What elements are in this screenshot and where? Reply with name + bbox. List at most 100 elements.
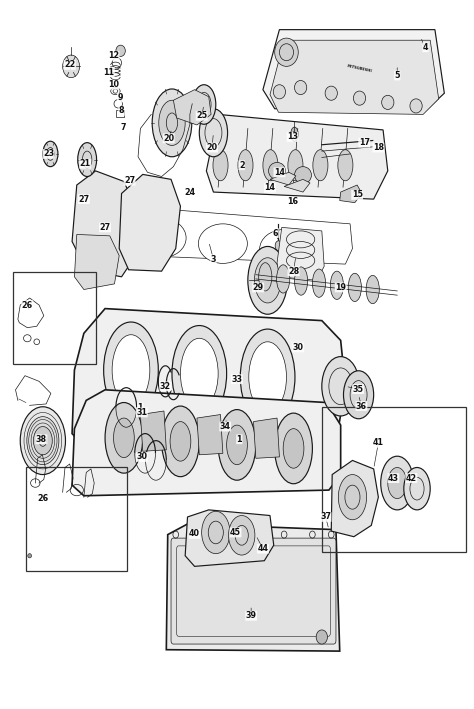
Text: 21: 21 — [80, 160, 91, 168]
Text: 39: 39 — [246, 611, 256, 620]
Text: 20: 20 — [207, 143, 218, 152]
Text: 33: 33 — [231, 375, 243, 384]
Text: 26: 26 — [22, 301, 33, 310]
Polygon shape — [331, 460, 378, 537]
Text: 44: 44 — [257, 545, 268, 553]
Text: 18: 18 — [373, 143, 384, 152]
Ellipse shape — [114, 418, 134, 457]
Polygon shape — [340, 185, 362, 203]
Text: 8: 8 — [119, 106, 124, 116]
Ellipse shape — [137, 218, 186, 258]
Ellipse shape — [249, 342, 286, 413]
Ellipse shape — [354, 91, 365, 105]
Ellipse shape — [316, 630, 328, 644]
Text: 22: 22 — [64, 60, 75, 69]
Polygon shape — [72, 390, 341, 496]
Ellipse shape — [338, 150, 353, 181]
Ellipse shape — [338, 474, 366, 520]
Text: 35: 35 — [353, 384, 364, 393]
Ellipse shape — [294, 81, 307, 94]
Text: 10: 10 — [108, 80, 119, 89]
Ellipse shape — [152, 89, 192, 157]
Ellipse shape — [325, 86, 337, 100]
Text: 20: 20 — [163, 134, 174, 143]
Ellipse shape — [248, 247, 287, 314]
Ellipse shape — [170, 422, 191, 461]
Text: 43: 43 — [388, 474, 399, 483]
Text: 27: 27 — [100, 223, 110, 232]
Text: 24: 24 — [184, 188, 195, 196]
Polygon shape — [270, 172, 296, 185]
Text: 30: 30 — [293, 343, 304, 352]
Ellipse shape — [192, 84, 216, 124]
Ellipse shape — [28, 554, 32, 558]
Text: 4: 4 — [423, 43, 428, 52]
Ellipse shape — [116, 45, 125, 57]
Ellipse shape — [275, 413, 312, 484]
Ellipse shape — [288, 150, 303, 181]
Ellipse shape — [63, 55, 80, 78]
Ellipse shape — [366, 275, 379, 303]
Ellipse shape — [218, 410, 256, 480]
Polygon shape — [206, 114, 388, 199]
Ellipse shape — [381, 456, 414, 510]
Text: 31: 31 — [137, 408, 147, 417]
Ellipse shape — [227, 425, 247, 464]
Ellipse shape — [20, 407, 65, 474]
Text: 5: 5 — [394, 71, 400, 80]
Bar — [322, 408, 465, 552]
Ellipse shape — [277, 264, 290, 293]
Text: 2: 2 — [239, 161, 245, 169]
Ellipse shape — [240, 329, 295, 425]
Text: 36: 36 — [356, 401, 367, 411]
Text: 16: 16 — [287, 197, 298, 206]
Ellipse shape — [198, 224, 247, 264]
Text: 28: 28 — [288, 267, 299, 276]
Polygon shape — [119, 174, 181, 271]
Text: 12: 12 — [108, 51, 119, 60]
Ellipse shape — [201, 511, 230, 554]
Text: MITSUBISHI: MITSUBISHI — [346, 64, 373, 73]
Ellipse shape — [294, 267, 308, 295]
Text: 27: 27 — [78, 195, 90, 203]
Text: 23: 23 — [43, 150, 54, 158]
Ellipse shape — [255, 258, 281, 303]
Text: 3: 3 — [210, 255, 216, 264]
Ellipse shape — [112, 335, 150, 406]
Text: 37: 37 — [320, 513, 331, 521]
Text: 13: 13 — [287, 133, 298, 142]
Ellipse shape — [27, 417, 59, 464]
Ellipse shape — [313, 150, 328, 181]
Ellipse shape — [43, 141, 58, 167]
Ellipse shape — [294, 167, 311, 184]
Text: 32: 32 — [160, 381, 171, 391]
Bar — [26, 467, 127, 571]
Polygon shape — [72, 308, 346, 446]
Ellipse shape — [330, 271, 344, 299]
Text: 45: 45 — [230, 528, 241, 537]
Text: 38: 38 — [36, 435, 47, 444]
Text: 14: 14 — [264, 184, 275, 192]
Ellipse shape — [159, 100, 185, 145]
Text: 17: 17 — [359, 138, 370, 147]
FancyBboxPatch shape — [171, 538, 336, 644]
Polygon shape — [185, 510, 274, 566]
Ellipse shape — [238, 150, 253, 181]
Text: 27: 27 — [124, 177, 135, 185]
Text: 1: 1 — [137, 403, 143, 412]
Text: 29: 29 — [253, 283, 264, 292]
Ellipse shape — [322, 357, 359, 416]
Ellipse shape — [275, 241, 282, 251]
Polygon shape — [277, 228, 324, 280]
Ellipse shape — [382, 95, 394, 109]
Polygon shape — [270, 40, 438, 114]
Text: 42: 42 — [406, 474, 417, 483]
Text: 7: 7 — [120, 123, 126, 132]
Ellipse shape — [260, 230, 309, 269]
Text: 30: 30 — [137, 452, 147, 462]
Ellipse shape — [283, 429, 304, 468]
Ellipse shape — [312, 269, 326, 297]
Ellipse shape — [34, 427, 52, 454]
Text: 25: 25 — [196, 111, 207, 121]
Ellipse shape — [104, 322, 158, 418]
